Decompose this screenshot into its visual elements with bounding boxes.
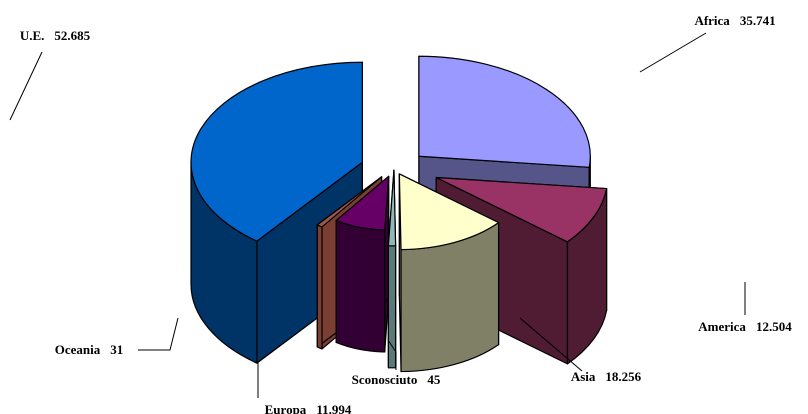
leader-europa [257,343,283,398]
slice-labels: Africa 35.741 America 12.504 Asia 18.256 Scono… [20,13,792,414]
label-name-u-e-: U.E. [20,28,45,43]
label-value-u-e-: 52.685 [54,28,90,43]
label-name-europa: Europa [265,402,307,414]
label-name-oceania: Oceania [55,342,101,357]
label-name-sconosciuto: Sconosciuto [352,372,418,387]
label-value-europa: 11.994 [316,402,352,414]
label-name-africa: Africa [694,13,730,28]
label-value-america: 12.504 [756,319,792,334]
label-america: America 12.504 [698,319,792,334]
label-value-sconosciuto: 45 [427,372,441,387]
label-africa: Africa 35.741 [694,13,775,28]
leader-asia [519,317,583,372]
label-u-e-: U.E. 52.685 [20,28,91,43]
label-value-oceania: 31 [110,342,123,357]
leader-oceania [138,317,179,351]
slice-asia [398,173,500,373]
leader-u-e- [9,51,43,121]
label-name-america: America [698,319,746,334]
leader-africa [639,32,707,73]
label-europa: Europa 11.994 [265,402,352,414]
label-oceania: Oceania 31 [55,342,124,357]
slice-sconosciuto [387,169,397,369]
leader-lines [9,32,746,398]
leader-sconosciuto [387,339,397,370]
pie-slices [190,55,608,373]
label-value-asia: 18.256 [605,369,641,384]
label-sconosciuto: Sconosciuto 45 [352,372,441,387]
label-name-asia: Asia [571,369,596,384]
label-value-africa: 35.741 [740,13,776,28]
label-asia: Asia 18.256 [571,369,642,384]
